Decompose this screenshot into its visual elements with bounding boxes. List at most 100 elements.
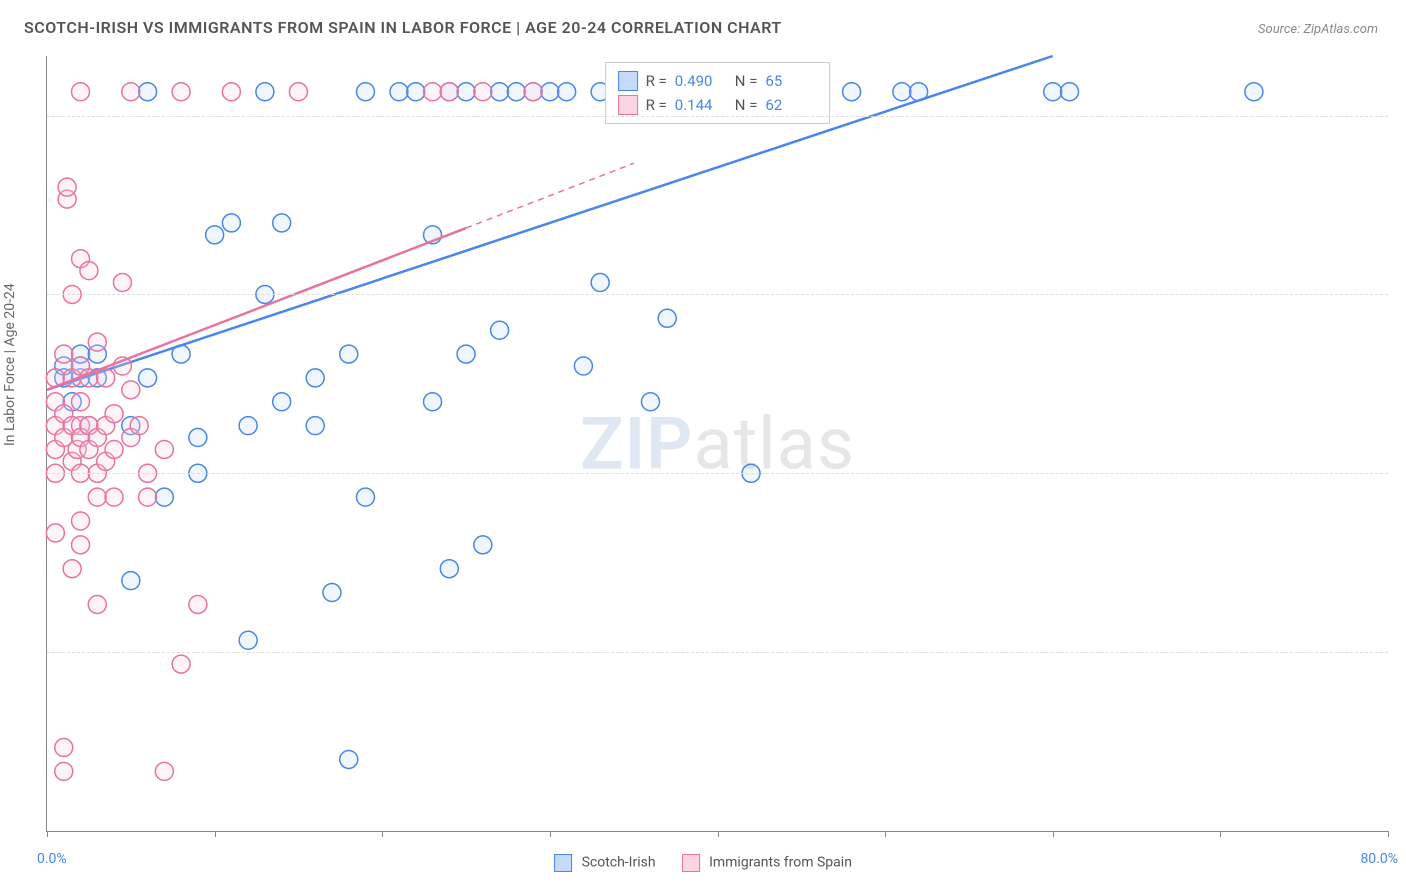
gridline (47, 652, 1388, 653)
scatter-point (58, 178, 76, 196)
scatter-point (273, 393, 291, 411)
y-tick-label: 55.0% (1394, 644, 1406, 660)
x-tick (47, 831, 48, 837)
scatter-point (390, 83, 408, 101)
regression-line-dashed (466, 163, 634, 228)
x-tick (1053, 831, 1054, 837)
scatter-point (139, 369, 157, 387)
source-value: ZipAtlas.com (1303, 22, 1378, 37)
chart-title: SCOTCH-IRISH VS IMMIGRANTS FROM SPAIN IN… (24, 18, 782, 37)
x-tick (1388, 831, 1389, 837)
scatter-point (289, 83, 307, 101)
scatter-point (340, 750, 358, 768)
scatter-point (457, 345, 475, 363)
legend-item-series2: Immigrants from Spain (682, 854, 852, 872)
scatter-point (440, 83, 458, 101)
scatter-point (63, 560, 81, 578)
r-value-series1: 0.490 (675, 69, 727, 93)
scatter-point (155, 488, 173, 506)
scatter-point (641, 393, 659, 411)
n-label: N = (735, 93, 758, 117)
scatter-point (139, 83, 157, 101)
scatter-point (122, 83, 140, 101)
regression-line (47, 56, 1053, 390)
scatter-point (491, 321, 509, 339)
gridline (47, 116, 1388, 117)
gridline (47, 473, 1388, 474)
x-tick (215, 831, 216, 837)
stats-swatch-series1 (618, 71, 638, 91)
source-attribution: Source: ZipAtlas.com (1258, 22, 1378, 37)
scatter-point (658, 309, 676, 327)
scatter-point (105, 405, 123, 423)
scatter-point (239, 631, 257, 649)
x-tick (885, 831, 886, 837)
y-tick-label: 85.0% (1394, 286, 1406, 302)
scatter-point (541, 83, 559, 101)
x-tick (382, 831, 383, 837)
x-tick (718, 831, 719, 837)
scatter-point (474, 536, 492, 554)
scatter-point (130, 417, 148, 435)
scatter-point (88, 595, 106, 613)
y-axis-label: In Labor Force | Age 20-24 (2, 283, 18, 446)
scatter-point (122, 572, 140, 590)
legend-item-series1: Scotch-Irish (554, 854, 656, 872)
scatter-point (139, 488, 157, 506)
scatter-point (340, 345, 358, 363)
bottom-legend: Scotch-Irish Immigrants from Spain (554, 854, 852, 872)
scatter-point (306, 417, 324, 435)
scatter-point (474, 83, 492, 101)
n-label: N = (735, 69, 758, 93)
n-value-series2: 62 (765, 93, 817, 117)
scatter-point (155, 762, 173, 780)
scatter-point (256, 83, 274, 101)
scatter-point (189, 429, 207, 447)
legend-swatch-series2 (682, 854, 700, 872)
x-tick (550, 831, 551, 837)
scatter-point (407, 83, 425, 101)
stats-swatch-series2 (618, 95, 638, 115)
scatter-point (1245, 83, 1263, 101)
scatter-point (55, 762, 73, 780)
x-tick (1220, 831, 1221, 837)
r-label: R = (646, 69, 667, 93)
legend-label-series2: Immigrants from Spain (709, 855, 852, 871)
scatter-point (306, 369, 324, 387)
scatter-point (88, 488, 106, 506)
scatter-point (97, 369, 115, 387)
scatter-point (222, 214, 240, 232)
scatter-point (893, 83, 911, 101)
source-label: Source: (1258, 22, 1300, 37)
scatter-point (189, 595, 207, 613)
scatter-point (172, 83, 190, 101)
scatter-point (424, 393, 442, 411)
scatter-point (155, 440, 173, 458)
scatter-point (843, 83, 861, 101)
scatter-point (273, 214, 291, 232)
scatter-point (440, 560, 458, 578)
x-tick-label-max: 80.0% (1360, 851, 1398, 867)
plot-svg (47, 56, 1388, 831)
scatter-point (323, 584, 341, 602)
y-tick-label: 100.0% (1394, 108, 1406, 124)
scatter-point (239, 417, 257, 435)
scatter-point (72, 393, 90, 411)
r-label: R = (646, 93, 667, 117)
scatter-point (105, 440, 123, 458)
scatter-point (72, 83, 90, 101)
scatter-point (558, 83, 576, 101)
legend-label-series1: Scotch-Irish (582, 855, 656, 871)
r-value-series2: 0.144 (675, 93, 727, 117)
scatter-point (172, 655, 190, 673)
y-tick-label: 70.0% (1394, 465, 1406, 481)
scatter-point (222, 83, 240, 101)
plot-area: ZIPatlas R = 0.490 N = 65 R = 0.144 N = … (46, 56, 1388, 832)
n-value-series1: 65 (765, 69, 817, 93)
scatter-point (72, 536, 90, 554)
regression-line (47, 228, 466, 390)
scatter-point (122, 381, 140, 399)
scatter-point (524, 83, 542, 101)
scatter-point (356, 488, 374, 506)
scatter-point (424, 83, 442, 101)
